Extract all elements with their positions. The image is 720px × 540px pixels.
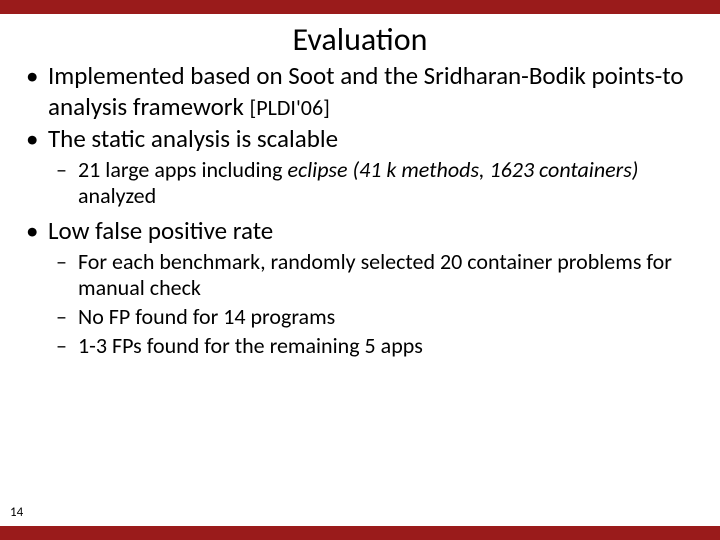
sub-bullet-item: 1-3 FPs found for the remaining 5 apps (78, 333, 692, 360)
sub-bullet-text: No FP found for 14 programs (78, 303, 335, 330)
sub-bullet-list: 21 large apps including eclipse (41 k me… (78, 157, 692, 211)
sub-bullet-item: For each benchmark, randomly selected 20… (78, 249, 692, 303)
slide-content: Implemented based on Soot and the Sridha… (0, 61, 720, 360)
citation: [PLDI'06] (250, 94, 330, 121)
top-accent-bar (0, 0, 720, 14)
slide-title: Evaluation (0, 20, 720, 59)
sub-bullet-text: 1-3 FPs found for the remaining 5 apps (78, 332, 423, 359)
sub-bullet-item: No FP found for 14 programs (78, 304, 692, 331)
sub-bullet-text: For each benchmark, randomly selected 20… (78, 248, 672, 302)
sub-bullet-list: For each benchmark, randomly selected 20… (78, 249, 692, 360)
page-number: 14 (10, 505, 23, 520)
sub-bullet-item: 21 large apps including eclipse (41 k me… (78, 157, 692, 211)
bullet-text: The static analysis is scalable (48, 123, 338, 154)
bullet-item: The static analysis is scalable 21 large… (48, 124, 692, 210)
bullet-text: Implemented based on Soot and the Sridha… (48, 60, 684, 122)
bullet-item: Low false positive rate For each benchma… (48, 216, 692, 360)
bottom-accent-bar (0, 526, 720, 540)
sub-bullet-italic: eclipse (41 k methods, 1623 containers) (287, 156, 638, 183)
bullet-item: Implemented based on Soot and the Sridha… (48, 61, 692, 122)
sub-bullet-text: analyzed (78, 182, 156, 209)
sub-bullet-text: 21 large apps including (78, 156, 287, 183)
bullet-text: Low false positive rate (48, 215, 273, 246)
bullet-list: Implemented based on Soot and the Sridha… (48, 61, 692, 360)
